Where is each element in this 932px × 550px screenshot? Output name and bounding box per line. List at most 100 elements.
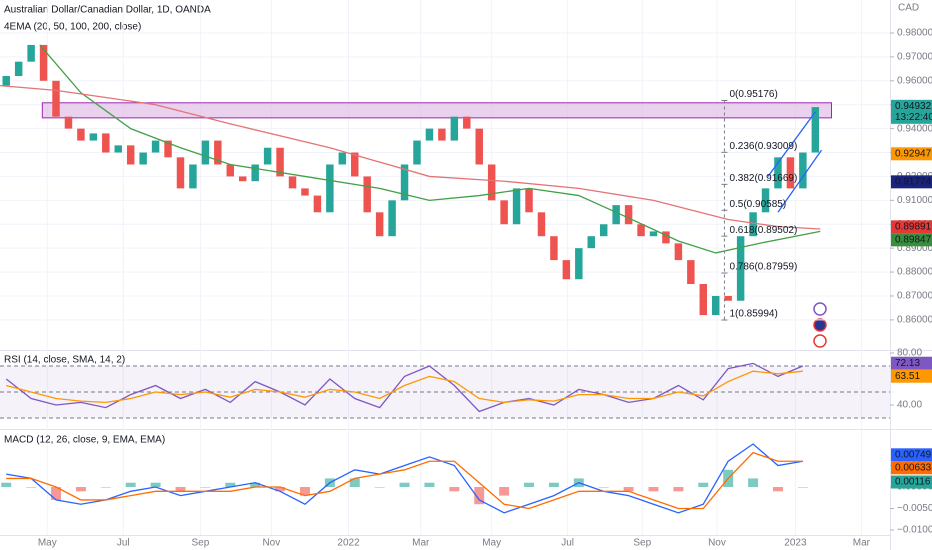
flag-icon[interactable] xyxy=(813,334,827,348)
price-tag-label: 0.91774 xyxy=(895,176,932,187)
fib-level-label: 0(0.95176) xyxy=(729,89,777,100)
histogram-bar xyxy=(200,487,211,488)
y-tick-label: −0.01000 xyxy=(897,525,932,536)
y-tick-label: 0.89000 xyxy=(897,243,932,254)
histogram-bar xyxy=(548,482,559,488)
x-tick-label: 2022 xyxy=(337,538,360,549)
candle xyxy=(363,176,371,213)
candle xyxy=(77,128,85,141)
candle xyxy=(811,107,820,153)
x-tick-label: Sep xyxy=(192,538,210,549)
price-tag-label: 72.13 xyxy=(895,358,920,369)
candle xyxy=(612,205,620,225)
histogram-bar xyxy=(399,482,410,488)
candle xyxy=(712,295,720,316)
candle xyxy=(562,260,571,280)
histogram-bar xyxy=(100,487,111,488)
price-tag-label: 0.00633 xyxy=(895,462,932,473)
fib-level-label: 0.786(0.87959) xyxy=(729,262,797,273)
candle xyxy=(313,195,322,213)
indicator-line xyxy=(6,451,803,510)
indicator-line xyxy=(5,362,804,413)
candle xyxy=(463,116,471,129)
y-tick-label: 0.87000 xyxy=(897,291,932,302)
fib-level-label: 0.382(0.91669) xyxy=(729,173,797,184)
event-icon[interactable] xyxy=(813,302,827,316)
countdown-label: 13:22:40 xyxy=(895,112,932,123)
candle xyxy=(27,44,35,62)
indicator-line xyxy=(6,370,803,404)
candle xyxy=(288,176,297,189)
candle xyxy=(151,140,160,153)
candle xyxy=(276,147,284,177)
flag-icon[interactable] xyxy=(813,318,827,332)
candle xyxy=(226,164,235,177)
price-tag-label: 0.89891 xyxy=(895,221,932,232)
histogram-bar xyxy=(26,487,37,488)
y-tick-label: 0.91000 xyxy=(897,195,932,206)
chart-title: Australian Dollar/Canadian Dollar, 1D, O… xyxy=(4,5,211,16)
y-tick-label: 40.00 xyxy=(897,400,922,411)
candle xyxy=(413,140,421,165)
y-tick-label: 0.88000 xyxy=(897,267,932,278)
candle xyxy=(164,140,172,158)
price-tag xyxy=(891,475,932,489)
y-tick-label: 0.86000 xyxy=(897,315,932,326)
candle xyxy=(749,212,757,237)
price-tag xyxy=(891,369,932,383)
candle xyxy=(102,133,110,153)
candle xyxy=(487,164,496,201)
candle xyxy=(674,243,683,261)
y-tick-label: 0.96000 xyxy=(897,75,932,86)
indicator-line xyxy=(0,84,821,230)
x-tick-label: Jul xyxy=(117,538,130,549)
histogram-bar xyxy=(598,487,609,488)
price-tag-label: 63.51 xyxy=(895,371,920,382)
candle xyxy=(799,152,807,189)
indicator-line xyxy=(767,111,816,177)
histogram-bar xyxy=(698,482,709,488)
candle xyxy=(699,284,708,316)
candle xyxy=(587,236,595,249)
histogram-bar xyxy=(748,478,759,488)
x-tick-label: Nov xyxy=(708,538,726,549)
histogram-bar xyxy=(648,487,659,492)
candle xyxy=(251,164,259,182)
histogram-bar xyxy=(175,487,186,492)
histogram-bar xyxy=(299,487,310,496)
candle xyxy=(550,236,558,261)
indicator-line xyxy=(777,149,823,213)
candle xyxy=(512,188,521,225)
candle xyxy=(537,212,546,237)
price-tag-label: 0.89847 xyxy=(895,234,932,245)
histogram-bar xyxy=(424,482,435,488)
candle xyxy=(176,157,185,189)
candle xyxy=(438,128,446,141)
candle xyxy=(2,76,10,86)
candle xyxy=(301,188,309,196)
x-tick-label: Mar xyxy=(853,538,871,549)
price-tag xyxy=(891,233,932,247)
histogram-bar xyxy=(673,487,684,492)
candle xyxy=(761,188,770,213)
candle xyxy=(525,188,533,213)
price-tag xyxy=(891,461,932,475)
price-tag-label: 0.94932 xyxy=(895,101,932,112)
x-tick-label: 2023 xyxy=(784,538,807,549)
candle xyxy=(326,164,334,213)
histogram-bar xyxy=(797,487,808,488)
y-tick-label: 0.97000 xyxy=(897,52,932,63)
fib-level-label: 1(0.85994) xyxy=(729,309,777,320)
histogram-bar xyxy=(225,482,236,488)
candle xyxy=(649,231,658,237)
histogram-bar xyxy=(524,482,534,488)
candle xyxy=(637,224,645,237)
candle xyxy=(786,157,795,189)
candle xyxy=(338,152,347,165)
indicator-line xyxy=(39,44,821,254)
price-tag xyxy=(891,220,932,234)
fib-level-label: 0.236(0.93009) xyxy=(729,141,797,152)
